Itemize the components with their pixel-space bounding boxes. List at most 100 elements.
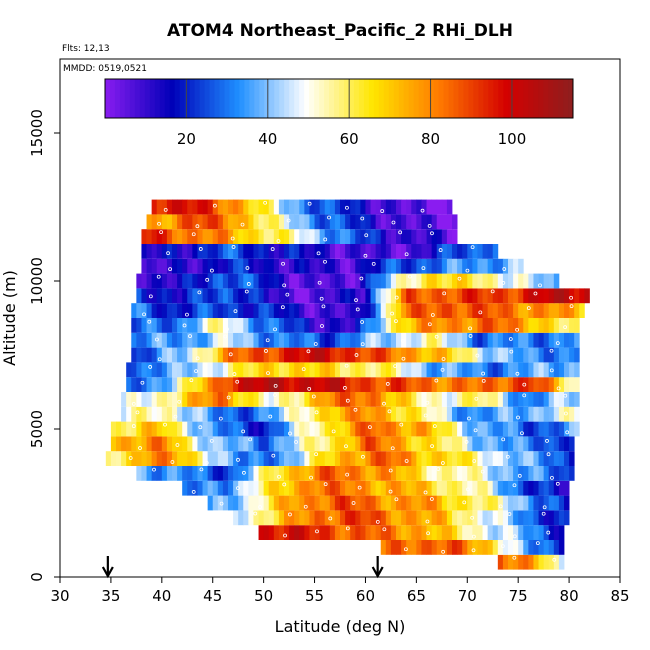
heatmap-cell (390, 303, 397, 318)
heatmap-cell (380, 451, 387, 466)
observation-point (157, 357, 162, 362)
heatmap-cell (411, 273, 417, 289)
heatmap-cell (253, 510, 259, 526)
heatmap-cell (375, 229, 382, 244)
heatmap-cell (492, 258, 499, 274)
heatmap-cell (258, 244, 265, 259)
heatmap-cell (355, 244, 361, 259)
heatmap-cell (421, 436, 427, 452)
observation-point (323, 482, 328, 487)
observation-point (427, 223, 432, 228)
heatmap-cell (299, 480, 305, 496)
heatmap-cell (508, 362, 514, 378)
heatmap-cell (518, 510, 524, 526)
heatmap-cell (411, 303, 417, 318)
heatmap-cell (452, 347, 458, 363)
heatmap-cell (192, 229, 198, 244)
colorbar-swatch (129, 79, 136, 118)
colorbar-swatch (169, 79, 176, 118)
heatmap-cell (314, 303, 321, 318)
heatmap-cell (340, 466, 346, 481)
heatmap-cell (248, 347, 254, 363)
heatmap-cell (248, 199, 254, 215)
heatmap-cell (360, 288, 366, 304)
heatmap-cell (197, 288, 203, 304)
heatmap-cell (523, 273, 529, 289)
heatmap-cell (477, 406, 483, 422)
heatmap-cell (207, 451, 214, 466)
heatmap-cell (233, 377, 239, 392)
heatmap-cell (182, 303, 188, 318)
heatmap-cell (411, 495, 417, 511)
heatmap-cell (426, 214, 433, 230)
observation-point (363, 253, 368, 258)
heatmap-cell (258, 436, 265, 452)
observation-point (303, 504, 308, 509)
heatmap-cell (462, 244, 468, 259)
heatmap-cell (146, 377, 153, 392)
heatmap-cell (177, 258, 183, 274)
heatmap-cell (457, 273, 463, 289)
heatmap-cell (360, 421, 366, 437)
heatmap-cell (141, 451, 147, 466)
heatmap-cell (477, 318, 483, 333)
heatmap-cell (248, 258, 254, 274)
heatmap-cell (258, 495, 265, 511)
heatmap-cell (263, 347, 270, 363)
observation-point (316, 251, 321, 256)
heatmap-cell (278, 318, 285, 333)
colorbar-swatch (473, 79, 479, 118)
heatmap-cell (513, 347, 519, 363)
colorbar-swatch (159, 79, 166, 118)
heatmap-cell (222, 214, 229, 230)
heatmap-cell (350, 510, 356, 526)
heatmap-cell (329, 392, 336, 407)
heatmap-cell (569, 332, 575, 348)
heatmap-cell (569, 406, 575, 422)
flight-arrows (101, 556, 384, 579)
observation-point (475, 353, 480, 358)
heatmap-cell (355, 258, 361, 274)
observation-point (563, 325, 568, 330)
heatmap-cell (166, 288, 173, 304)
heatmap-cell (543, 466, 550, 481)
heatmap-cell (497, 421, 504, 437)
heatmap-cell (569, 288, 575, 304)
heatmap-cell (533, 525, 539, 540)
heatmap-cell (166, 377, 173, 392)
heatmap-cell (110, 421, 117, 437)
observation-point (263, 200, 268, 205)
heatmap-cell (533, 466, 539, 481)
heatmap-cell (390, 332, 397, 348)
heatmap-cell (243, 288, 249, 304)
heatmap-cell (518, 318, 524, 333)
heatmap-cell (182, 332, 188, 348)
heatmap-cell (222, 288, 229, 304)
heatmap-cell (329, 377, 336, 392)
heatmap-cell (299, 332, 305, 348)
heatmap-cell (355, 318, 361, 333)
observation-point (515, 371, 520, 376)
heatmap-cell (222, 258, 229, 274)
observation-point (232, 372, 237, 376)
heatmap-cell (141, 318, 147, 333)
heatmap-cell (401, 199, 407, 215)
heatmap-cell (299, 347, 305, 363)
heatmap-cell (314, 229, 321, 244)
observation-point (509, 349, 514, 354)
heatmap-cell (151, 273, 158, 289)
heatmap-cell (416, 258, 422, 274)
heatmap-cell (523, 362, 529, 378)
observation-point (421, 266, 426, 271)
heatmap-cell (355, 392, 361, 407)
heatmap-cell (172, 258, 178, 274)
heatmap-cell (543, 332, 550, 348)
heatmap-cell (340, 436, 346, 452)
heatmap-cell (141, 362, 147, 378)
heatmap-cell (273, 495, 280, 511)
observation-point (425, 519, 430, 524)
heatmap-cell (406, 347, 412, 363)
heatmap-cell (370, 466, 377, 481)
heatmap-cell (228, 229, 234, 244)
heatmap-cell (380, 303, 387, 318)
